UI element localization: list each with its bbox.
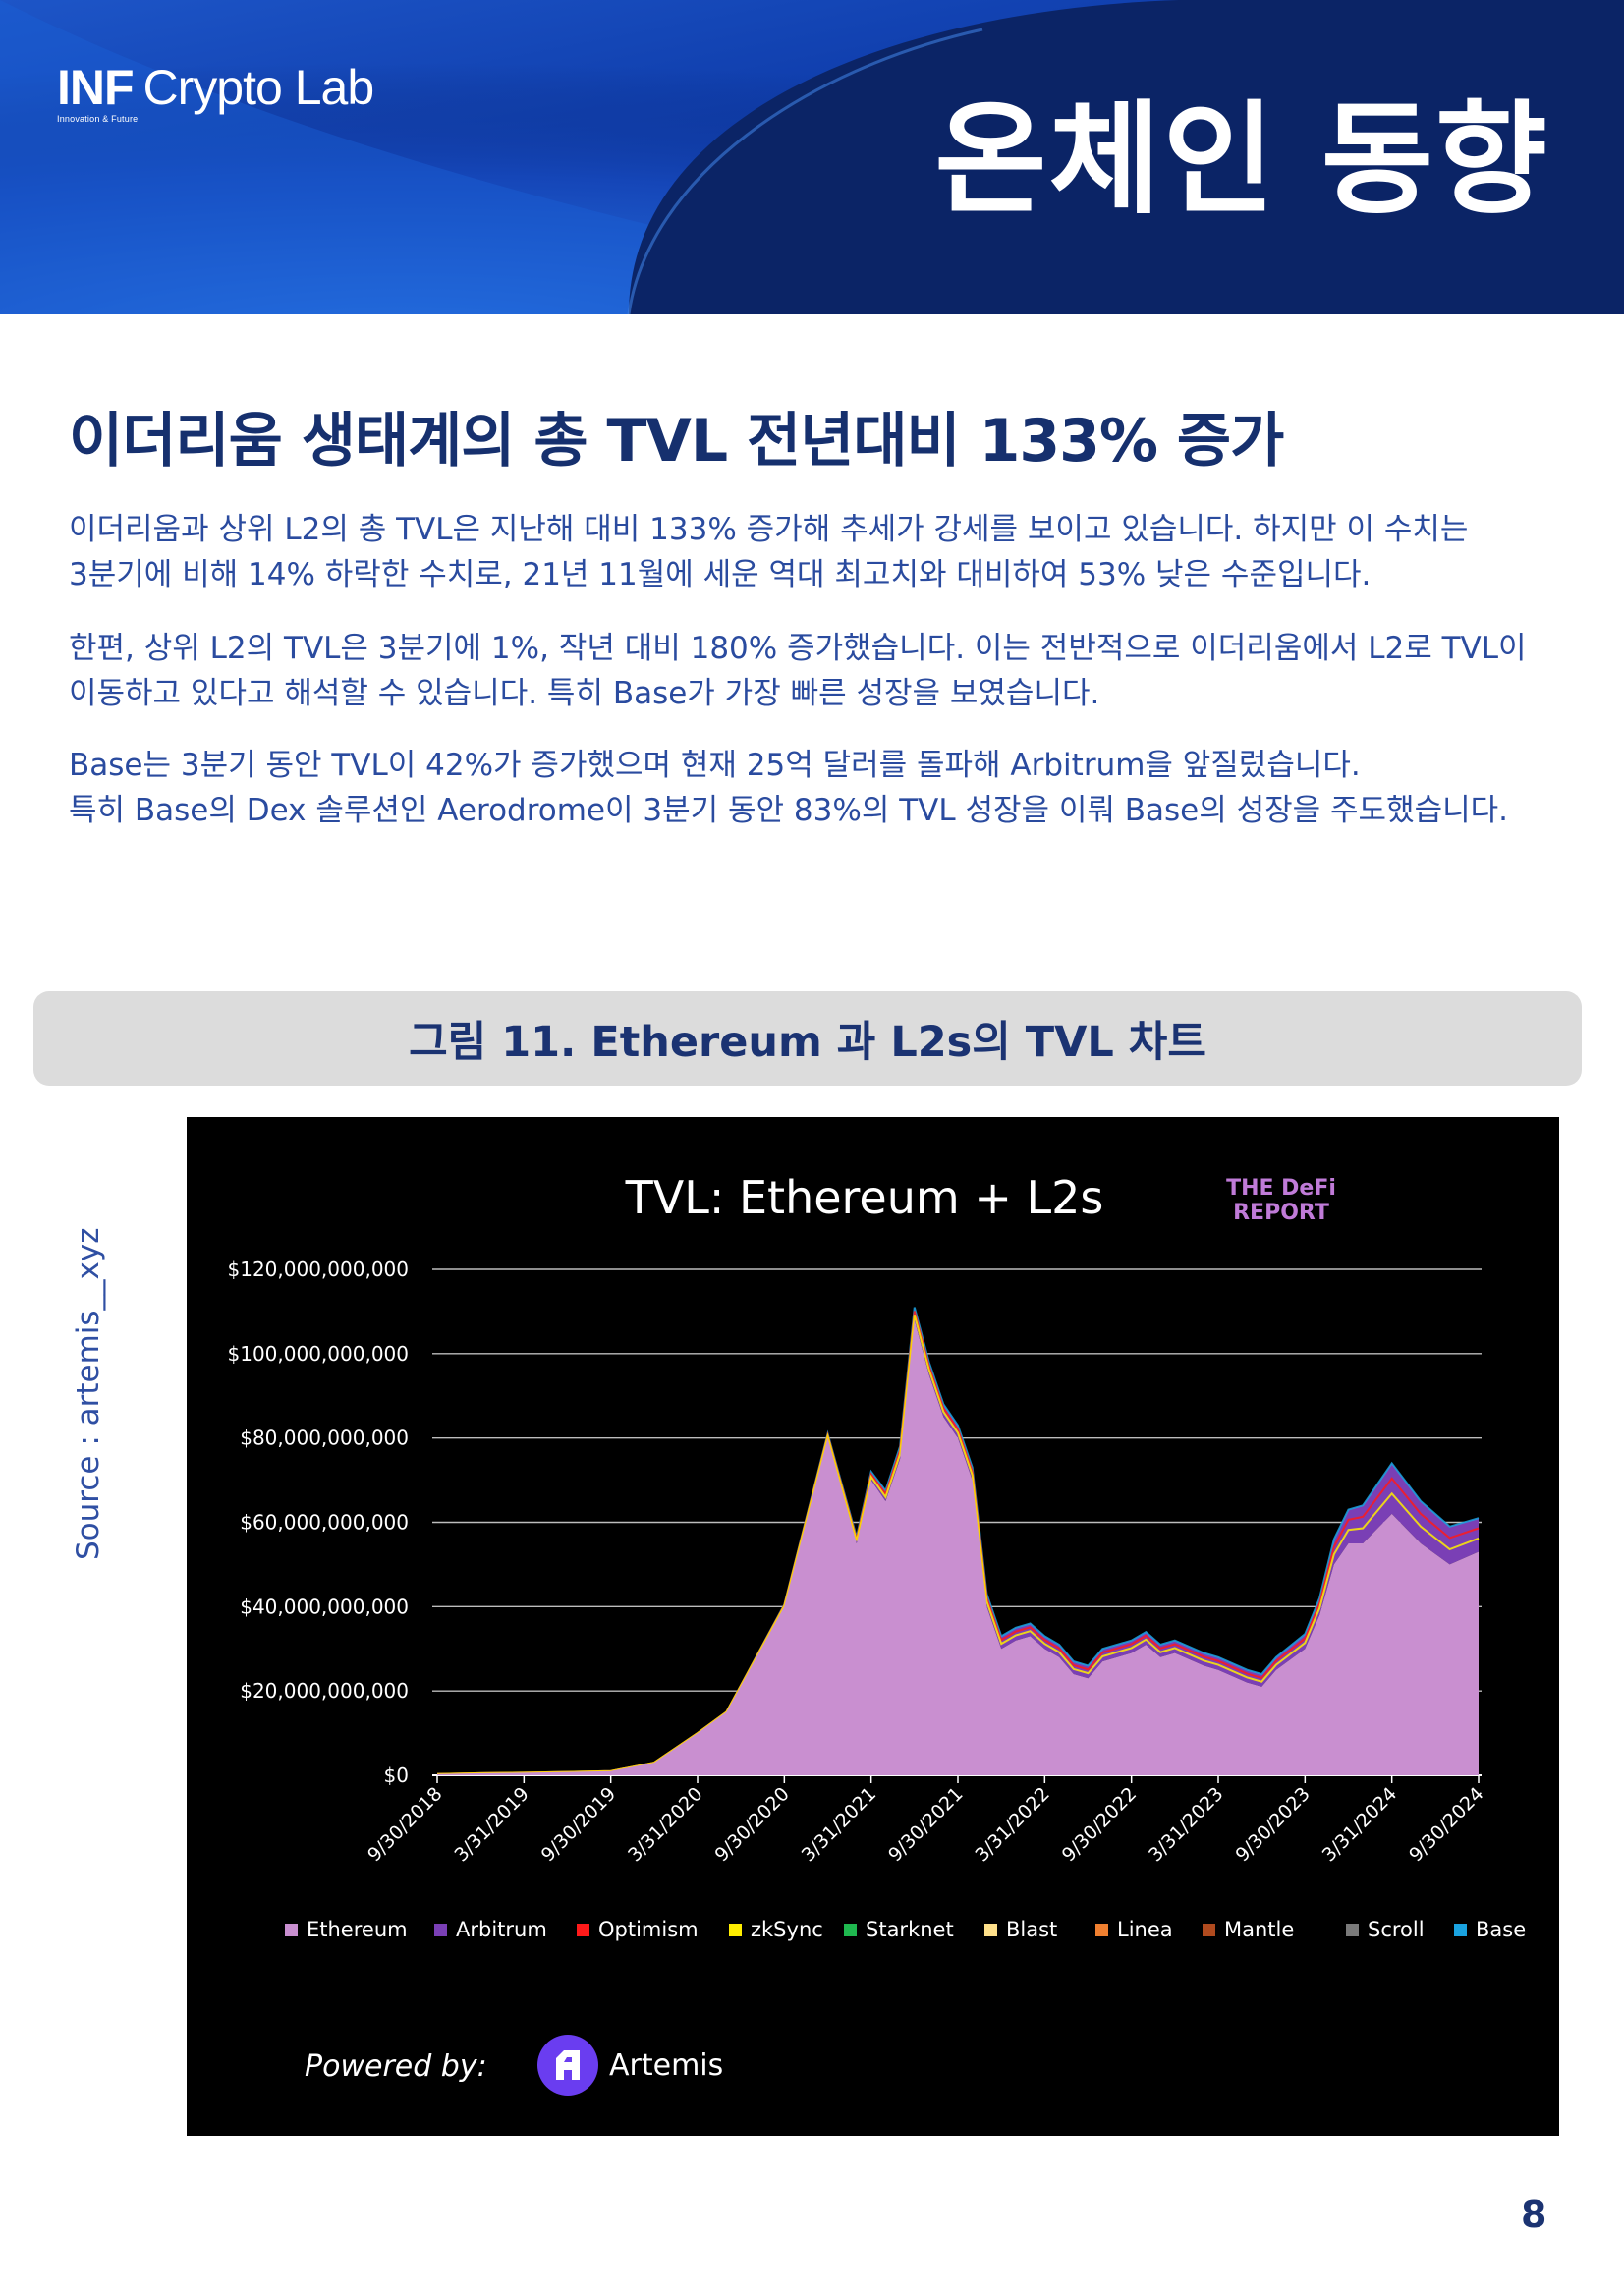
tvl-chart: $0 $20,000,000,000 $40,000,000,000 $60,000,… [187, 1117, 1559, 2136]
legend-swatch [1203, 1924, 1215, 1936]
artemis-logo [537, 2035, 598, 2096]
paragraph-line: 이동하고 있다고 해석할 수 있습니다. 특히 Base가 가장 빠른 성장을 … [69, 676, 1100, 711]
legend-swatch [984, 1924, 997, 1936]
legend-swatch [1454, 1924, 1467, 1936]
legend-label: Arbitrum [456, 1918, 547, 1941]
y-tick-label: $80,000,000,000 [240, 1427, 409, 1450]
chart-svg: $0 $20,000,000,000 $40,000,000,000 $60,000,… [228, 1171, 1526, 2096]
paragraph-line: 3분기에 비해 14% 하락한 수치로, 21년 11월에 세운 역대 최고치와… [69, 557, 1372, 592]
paragraph-1: 이더리움과 상위 L2의 총 TVL은 지난해 대비 133% 증가해 추세가 … [69, 507, 1582, 597]
logo: INF Crypto Lab Innovation & Future [57, 60, 375, 124]
y-tick-label: $0 [384, 1764, 409, 1787]
legend-swatch [1346, 1924, 1359, 1936]
defi-report-badge: THE DeFi REPORT [1226, 1176, 1336, 1225]
page-number: 8 [1521, 2193, 1547, 2236]
artemis-brand: Artemis [609, 2048, 723, 2083]
paragraph-line: 한편, 상위 L2의 TVL은 3분기에 1%, 작년 대비 180% 증가했습… [69, 631, 1527, 666]
source-label: Source : artemis__xyz [71, 1227, 106, 1560]
x-tick-label: 3/31/2020 [624, 1783, 706, 1866]
legend-label: Scroll [1368, 1918, 1425, 1941]
x-tick-label: 3/31/2023 [1145, 1783, 1227, 1866]
legend-label: Base [1476, 1918, 1526, 1941]
x-tick-label: 9/30/2021 [884, 1783, 967, 1866]
paragraph-2: 한편, 상위 L2의 TVL은 3분기에 1%, 작년 대비 180% 증가했습… [69, 626, 1582, 716]
x-tick-label: 9/30/2022 [1058, 1783, 1141, 1866]
x-tick-label: 3/31/2024 [1318, 1783, 1401, 1866]
paragraph-3: Base는 3분기 동안 TVL이 42%가 증가했으며 현재 25억 달러를 … [69, 743, 1582, 833]
x-tick-label: 9/30/2018 [364, 1783, 446, 1866]
logo-main: INF [57, 60, 135, 115]
figure-caption: 그림 11. Ethereum 과 L2s의 TVL 차트 [409, 1018, 1206, 1067]
x-tick-label: 9/30/2023 [1231, 1783, 1314, 1866]
y-tick-label: $20,000,000,000 [240, 1679, 409, 1703]
legend-label: Linea [1117, 1918, 1173, 1941]
chart-title: TVL: Ethereum + L2s [625, 1171, 1104, 1224]
figure-caption-bar: 그림 11. Ethereum 과 L2s의 TVL 차트 [33, 991, 1582, 1086]
powered-by-label: Powered by: [305, 2049, 487, 2084]
x-tick-label: 3/31/2022 [971, 1783, 1053, 1866]
x-tick-label: 3/31/2019 [450, 1783, 532, 1866]
y-tick-label: $40,000,000,000 [240, 1595, 409, 1618]
legend-label: zkSync [751, 1918, 823, 1941]
legend-swatch [1095, 1924, 1108, 1936]
badge-line-1: THE DeFi [1226, 1176, 1336, 1201]
legend-label: Blast [1006, 1918, 1057, 1941]
x-tick-label: 9/30/2024 [1405, 1783, 1487, 1866]
legend-label: Mantle [1224, 1918, 1294, 1941]
legend-swatch [844, 1924, 857, 1936]
x-tick-label: 9/30/2019 [537, 1783, 620, 1866]
logo-subtitle: Innovation & Future [57, 114, 139, 124]
paragraph-line: 특히 Base의 Dex 솔루션인 Aerodrome이 3분기 동안 83%의… [69, 793, 1509, 828]
legend-swatch [577, 1924, 589, 1936]
y-tick-label: $120,000,000,000 [228, 1258, 410, 1281]
legend-swatch [434, 1924, 447, 1936]
paragraph-line: 이더리움과 상위 L2의 총 TVL은 지난해 대비 133% 증가해 추세가 … [69, 512, 1469, 547]
y-tick-label: $60,000,000,000 [240, 1511, 409, 1535]
legend-swatch [285, 1924, 298, 1936]
legend-swatch [729, 1924, 742, 1936]
legend-label: Optimism [598, 1918, 699, 1941]
legend-label: Ethereum [307, 1918, 408, 1941]
headline: 이더리움 생태계의 총 TVL 전년대비 133% 증가 [69, 407, 1284, 476]
header-background [0, 0, 1624, 314]
l2-edge-line [436, 1315, 1480, 1775]
header-banner: INF Crypto Lab Innovation & Future 온체인 동향 [0, 0, 1624, 314]
x-tick-label: 3/31/2021 [798, 1783, 880, 1866]
y-tick-label: $100,000,000,000 [228, 1342, 410, 1366]
section-title: 온체인 동향 [934, 89, 1549, 231]
legend-label: Starknet [866, 1918, 954, 1941]
ethereum-area [437, 1319, 1479, 1775]
logo-rest: Crypto Lab [142, 60, 375, 115]
paragraph-line: Base는 3분기 동안 TVL이 42%가 증가했으며 현재 25억 달러를 … [69, 748, 1361, 783]
x-tick-label: 9/30/2020 [710, 1783, 793, 1866]
badge-line-2: REPORT [1233, 1201, 1329, 1225]
